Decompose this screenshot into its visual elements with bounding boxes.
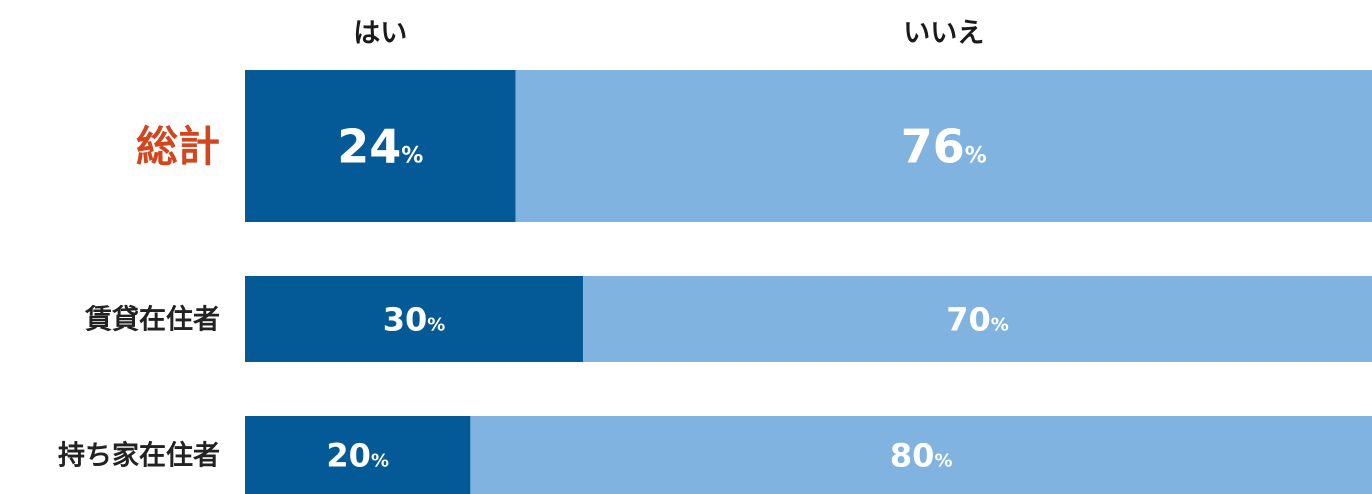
- bar-yes-0: [245, 70, 516, 222]
- legend: はい いいえ: [353, 18, 984, 49]
- value-label-yes-2: 20%: [326, 437, 389, 475]
- value-labels: 24% 76% 30% 70% 20% 80%: [326, 120, 1008, 475]
- bar-yes-1: [245, 276, 584, 362]
- legend-yes: はい: [353, 18, 407, 49]
- bar-no-0: [515, 70, 1372, 222]
- bar-no-2: [470, 416, 1372, 494]
- category-label-0: 総計: [136, 122, 220, 171]
- value-label-no-1: 70%: [946, 301, 1009, 339]
- category-label-2: 持ち家在住者: [58, 440, 220, 472]
- bar-no-1: [583, 276, 1372, 362]
- bar-yes-2: [245, 416, 471, 494]
- value-label-yes-0: 24%: [337, 120, 423, 174]
- legend-no: いいえ: [903, 18, 984, 49]
- value-label-yes-1: 30%: [383, 301, 446, 339]
- category-label-1: 賃貸在住者: [84, 304, 220, 336]
- value-label-no-0: 76%: [901, 120, 987, 174]
- bars: [245, 70, 1372, 494]
- value-label-no-2: 80%: [890, 437, 953, 475]
